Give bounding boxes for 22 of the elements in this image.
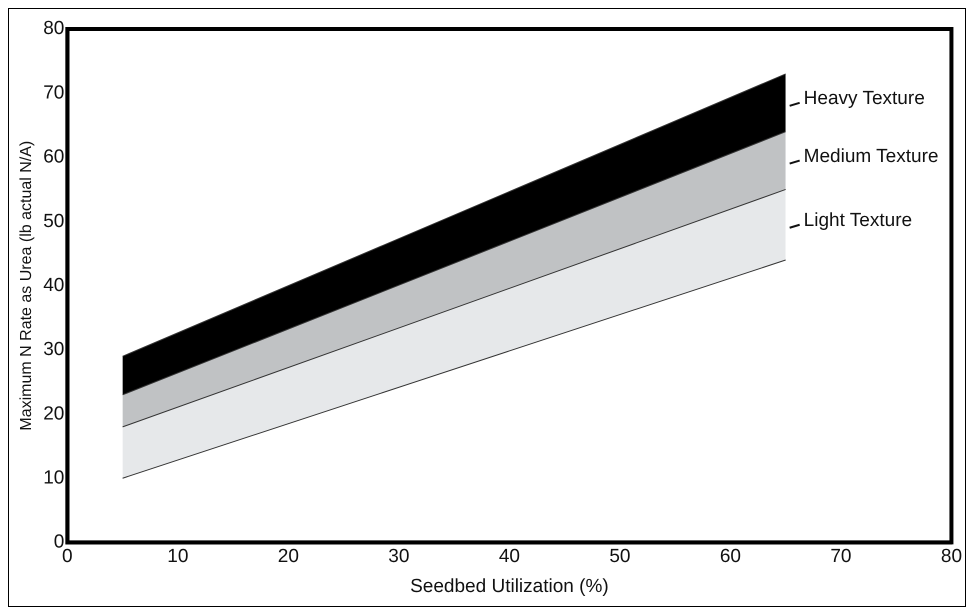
y-tick-label: 50 [43, 210, 64, 232]
y-axis-title: Maximum N Rate as Urea (lb actual N/A) [18, 140, 36, 431]
y-tick-label: 60 [43, 146, 64, 168]
y-tick-label: 20 [43, 403, 64, 424]
x-tick-label: 60 [720, 546, 741, 568]
x-tick-label: 10 [167, 546, 188, 568]
y-tick-label: 80 [43, 18, 64, 40]
x-axis-title: Seedbed Utilization (%) [410, 576, 609, 597]
y-tick-label: 0 [54, 532, 64, 553]
x-tick-label: 70 [830, 546, 852, 568]
x-tick-label: 80 [940, 546, 962, 568]
x-tick-label: 40 [498, 546, 520, 568]
y-tick-label: 40 [43, 274, 64, 296]
y-tick-label: 70 [43, 82, 64, 104]
x-tick-label: 20 [278, 546, 299, 568]
x-tick-label: 30 [388, 546, 410, 568]
y-tick-label: 30 [43, 339, 64, 360]
x-tick-label: 50 [609, 546, 630, 568]
y-tick-label: 10 [43, 467, 64, 488]
series-label: Medium Texture [804, 146, 938, 167]
series-label: Light Texture [804, 210, 912, 231]
series-label: Heavy Texture [804, 88, 925, 110]
